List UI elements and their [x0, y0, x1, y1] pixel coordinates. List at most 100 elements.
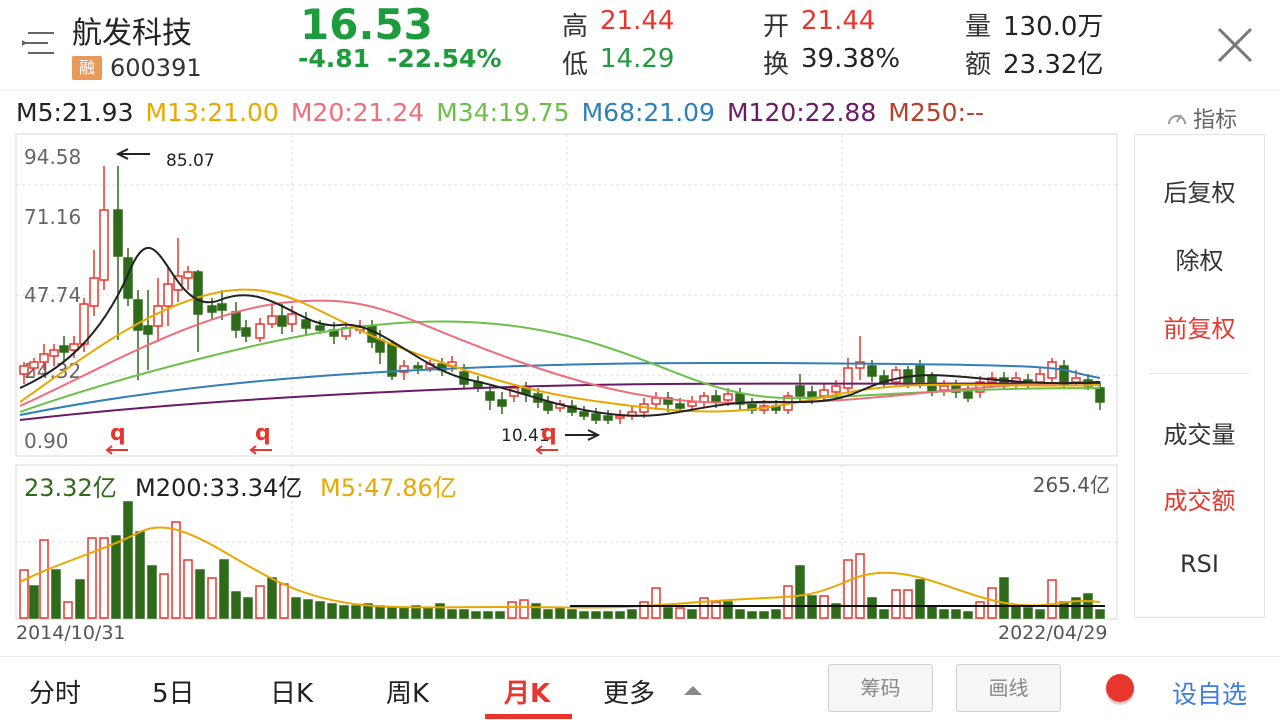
volume-bar: [51, 569, 61, 619]
candle-body: [255, 323, 265, 339]
volume-bar: [651, 587, 661, 619]
tab-monthly-k[interactable]: 月K: [504, 679, 551, 709]
vol-m200: M200:33.34亿: [135, 474, 302, 502]
volume-bar: [195, 569, 205, 619]
volume-bar: [147, 565, 157, 619]
volume-bar: [1035, 609, 1045, 619]
max-annotation: 85.07: [115, 148, 215, 171]
volume-bar: [255, 585, 265, 619]
rights-markers: q q q: [105, 421, 558, 455]
candle-body: [231, 311, 241, 331]
volume-bar: [963, 611, 973, 619]
ma68-value: M68:21.09: [581, 98, 715, 127]
volume-bar: [327, 603, 337, 619]
volume-bar: [123, 501, 133, 619]
price-change: -4.81: [298, 44, 371, 73]
menu-divider: [1149, 373, 1249, 374]
y-label-top: 94.58: [24, 145, 81, 169]
ma68-line: [19, 361, 1101, 416]
volume-bar: [975, 601, 985, 619]
indicator-button[interactable]: 指标: [1166, 102, 1237, 133]
add-watchlist-button[interactable]: 设自选: [1172, 680, 1248, 709]
candle-body: [315, 325, 325, 331]
candle-body: [687, 401, 697, 407]
menu-item-before-rights[interactable]: 前复权: [1163, 315, 1236, 343]
volume-bar: [423, 607, 433, 619]
candle-body: [49, 349, 59, 357]
volume-bar: [735, 609, 745, 619]
price-chart[interactable]: 94.58 71.16 47.74 24.32 0.90 85.07 10.41…: [0, 130, 1125, 460]
active-tab-underline: [485, 714, 572, 719]
candle-body: [591, 413, 601, 421]
rights-marker-arrow: [105, 445, 128, 455]
candle-body: [831, 385, 841, 393]
margin-badge: 融: [72, 56, 102, 80]
tab-intraday[interactable]: 分时: [29, 679, 82, 709]
candle-body: [867, 365, 877, 377]
volume-bar: [759, 611, 769, 619]
price-change-pct: -22.54%: [387, 44, 502, 73]
volume-bar: [483, 611, 493, 619]
menu-item-after-rights[interactable]: 后复权: [1163, 179, 1236, 207]
candle-body: [651, 397, 661, 405]
candle-body: [29, 361, 39, 369]
vol-m5: M5:47.86亿: [320, 474, 457, 502]
start-date: 2014/10/31: [16, 622, 126, 644]
volume-bar: [19, 569, 29, 619]
candle-body: [79, 303, 89, 345]
ma120-value: M120:22.88: [726, 98, 877, 127]
red-dot-icon[interactable]: [1106, 674, 1134, 702]
ma5-line: [19, 246, 1101, 417]
volume-bar: [855, 553, 865, 619]
tab-daily-k[interactable]: 日K: [270, 679, 314, 709]
ma5-value: M5:21.93: [16, 98, 134, 127]
current-price: 16.53: [300, 0, 433, 49]
close-icon[interactable]: [1216, 26, 1254, 64]
tab-5day[interactable]: 5日: [152, 679, 195, 709]
candle-body: [163, 283, 173, 307]
gauge-icon: [1168, 114, 1186, 125]
volume-bars: [19, 501, 1105, 619]
candle-body: [183, 271, 193, 279]
candle-body: [277, 315, 287, 327]
volume-bar: [351, 605, 361, 619]
chip-button[interactable]: 筹码: [828, 664, 933, 712]
draw-line-button[interactable]: 画线: [956, 664, 1061, 712]
menu-item-volume[interactable]: 成交量: [1163, 421, 1236, 449]
stock-code: 600391: [110, 54, 202, 82]
candle-body: [819, 389, 829, 397]
high-value: 21.44: [600, 6, 675, 36]
menu-item-amount[interactable]: 成交额: [1163, 487, 1236, 515]
amount-label: 额: [965, 50, 992, 80]
volume-value: 130.0万: [1003, 12, 1104, 42]
candle-body: [855, 361, 865, 369]
volume-bar: [783, 585, 793, 619]
volume-bar: [387, 607, 397, 619]
rights-marker-arrow: [249, 445, 272, 455]
ma34-line: [19, 320, 1101, 413]
volume-bar: [471, 611, 481, 619]
volume-bar: [687, 609, 697, 619]
candle-body: [39, 353, 49, 363]
candle-body: [723, 393, 733, 401]
ma20-value: M20:21.24: [290, 98, 425, 127]
candle-body: [153, 305, 163, 327]
volume-label: 量: [965, 12, 992, 42]
menu-icon[interactable]: [22, 28, 56, 58]
chevron-up-icon[interactable]: [682, 682, 704, 701]
candle-body: [891, 369, 901, 383]
candle-body: [399, 365, 409, 373]
stock-name: 航发科技: [72, 16, 192, 51]
volume-bar: [723, 601, 733, 619]
tab-more[interactable]: 更多: [603, 679, 656, 709]
menu-item-rsi[interactable]: RSI: [1180, 550, 1219, 578]
menu-item-ex-rights[interactable]: 除权: [1175, 247, 1224, 275]
candle-body: [915, 365, 925, 383]
bottom-divider: [0, 656, 1280, 657]
candle-body: [603, 415, 613, 421]
vol-max-label: 265.4亿: [1033, 473, 1110, 497]
tab-weekly-k[interactable]: 周K: [386, 679, 430, 709]
open-value: 21.44: [801, 6, 876, 36]
volume-chart[interactable]: 23.32亿 M200:33.34亿 M5:47.86亿 265.4亿: [0, 462, 1125, 622]
min-arrow: [565, 429, 601, 441]
